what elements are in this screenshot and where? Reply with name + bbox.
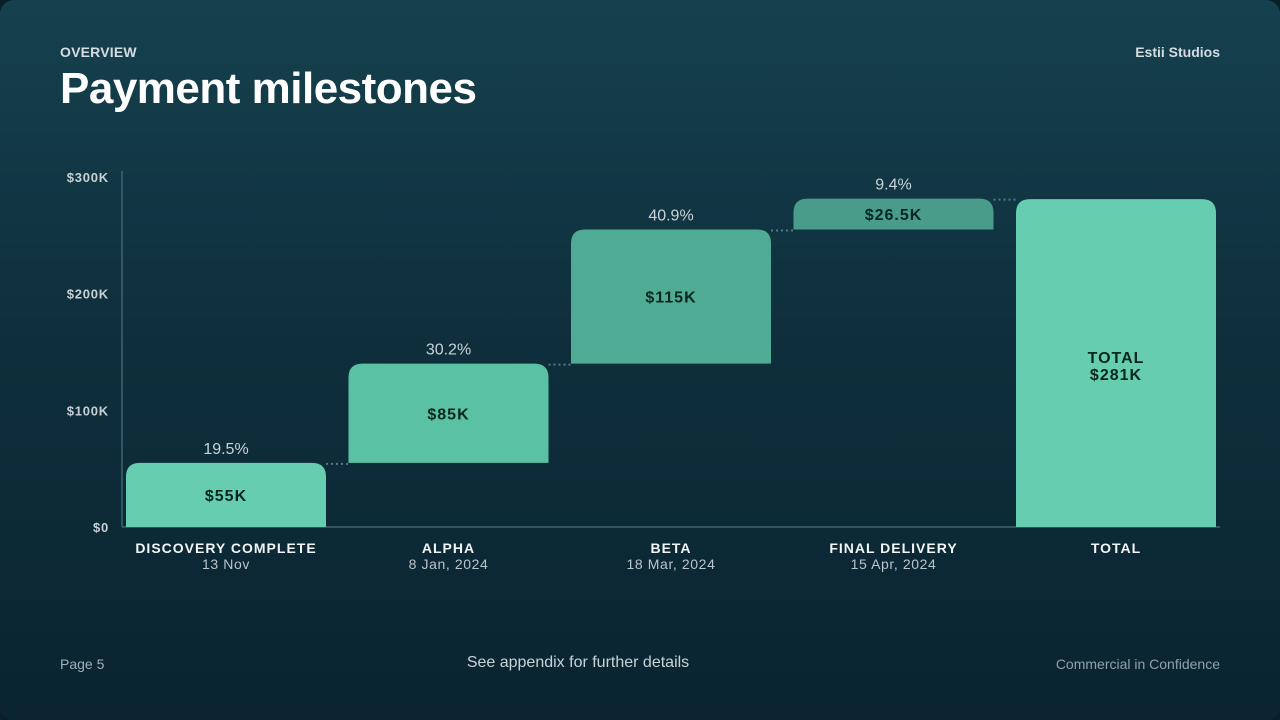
waterfall-bar bbox=[571, 229, 771, 364]
bar-percent-label: 19.5% bbox=[203, 441, 248, 458]
total-bar-value: $281K bbox=[1090, 367, 1142, 384]
category-label: ALPHA bbox=[422, 540, 475, 556]
category-label: DISCOVERY COMPLETE bbox=[135, 540, 316, 556]
bar-percent-label: 40.9% bbox=[648, 208, 693, 225]
waterfall-bar bbox=[793, 198, 994, 230]
bar-value-label: $55K bbox=[205, 488, 247, 505]
page-title: Payment milestones bbox=[60, 64, 477, 113]
brand-name: Estii Studios bbox=[1135, 44, 1220, 60]
waterfall-bar bbox=[126, 462, 326, 527]
bar-percent-label: 30.2% bbox=[426, 342, 471, 359]
total-bar bbox=[1016, 199, 1216, 527]
category-label: TOTAL bbox=[1091, 540, 1141, 556]
bar-value-label: $85K bbox=[427, 406, 469, 423]
bar-percent-label: 9.4% bbox=[875, 177, 911, 194]
bar-value-label: $26.5K bbox=[865, 207, 923, 224]
y-tick-label: $200K bbox=[67, 287, 109, 302]
y-tick-label: $100K bbox=[67, 403, 109, 418]
page-number: Page 5 bbox=[60, 656, 105, 672]
total-bar-label: TOTAL bbox=[1088, 350, 1145, 367]
category-label: BETA bbox=[650, 540, 691, 556]
bar-value-label: $115K bbox=[645, 290, 696, 307]
category-date: 15 Apr, 2024 bbox=[851, 556, 937, 572]
y-tick-label: $0 bbox=[93, 520, 109, 535]
y-tick-label: $300K bbox=[67, 170, 109, 185]
footer-note: See appendix for further details bbox=[466, 654, 690, 671]
category-date: 13 Nov bbox=[202, 556, 250, 572]
waterfall-bar bbox=[348, 363, 549, 463]
section-eyebrow: OVERVIEW bbox=[60, 44, 137, 60]
category-date: 18 Mar, 2024 bbox=[627, 556, 716, 572]
confidentiality-label: Commercial in Confidence bbox=[1055, 656, 1220, 672]
category-date: 8 Jan, 2024 bbox=[409, 556, 489, 572]
category-label: FINAL DELIVERY bbox=[829, 540, 957, 556]
